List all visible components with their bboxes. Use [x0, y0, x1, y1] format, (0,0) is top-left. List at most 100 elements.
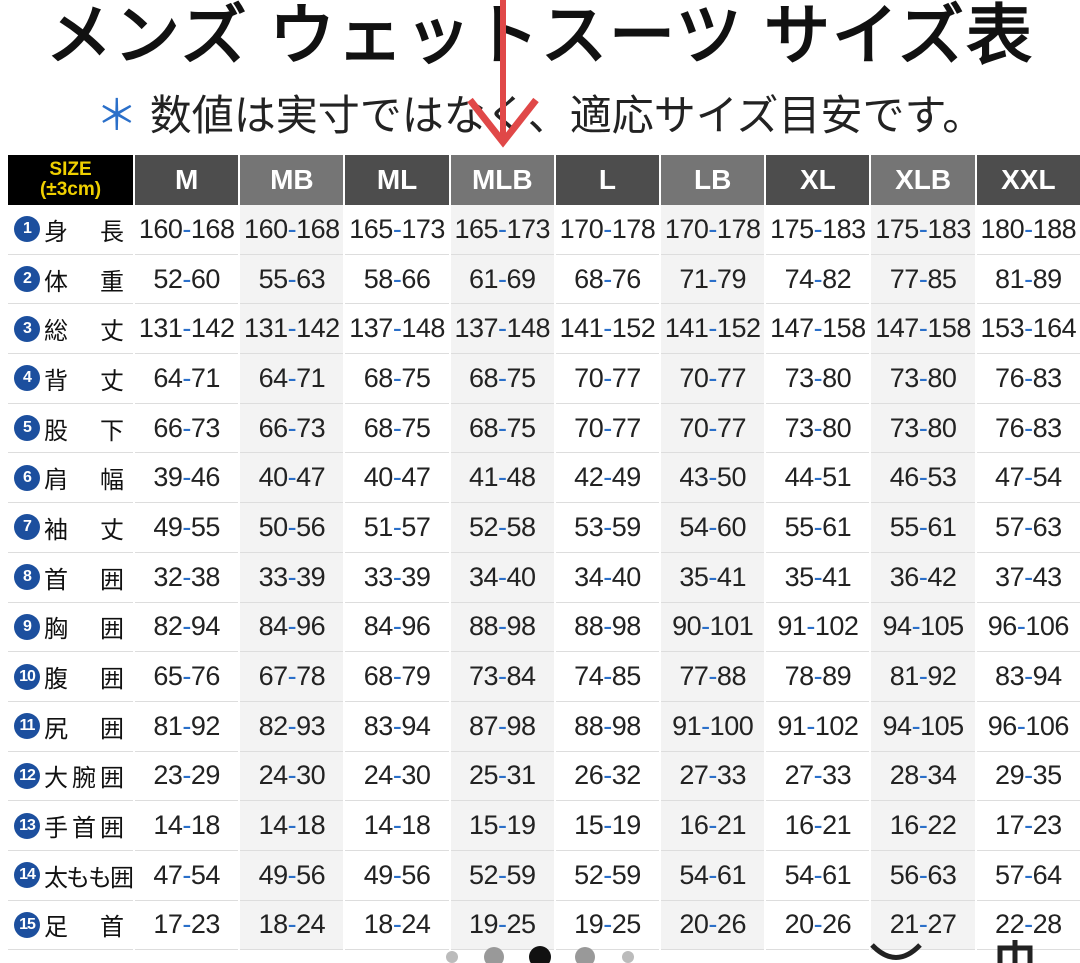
row-name: 身長 — [44, 218, 124, 246]
cell: 54-60 — [659, 502, 766, 553]
row: 15 足首 17-23 18-24 18-24 19-25 19-25 20-26 20-26 2… — [8, 900, 1080, 951]
row: 4 背丈 64-71 64-71 68-75 68-75 70-77 70-77 73-80 73… — [8, 353, 1080, 404]
row-name: 総丈 — [44, 318, 124, 346]
cell: 88-98 — [553, 701, 661, 752]
corner: SIZE (±3cm) — [8, 155, 135, 205]
row-number: 7 — [14, 514, 40, 541]
share-icon[interactable] — [997, 940, 1033, 963]
row-label: 9 胸囲 — [8, 602, 135, 653]
cell: 84-96 — [343, 602, 450, 653]
cell: 66-73 — [133, 403, 240, 454]
cell: 64-71 — [133, 353, 240, 404]
size-header: L — [553, 155, 661, 205]
cell: 34-40 — [553, 552, 661, 603]
cell: 29-35 — [974, 751, 1080, 802]
cell: 44-51 — [764, 452, 871, 504]
cell: 77-88 — [659, 651, 766, 702]
cell: 52-59 — [448, 850, 555, 901]
row: 8 首囲 32-38 33-39 33-39 34-40 34-40 35-41 35-41 36… — [8, 552, 1080, 603]
dot[interactable] — [575, 947, 595, 963]
row: 13 手首囲 14-18 14-18 14-18 15-19 15-19 16-21 16-21… — [8, 800, 1080, 851]
like-icon[interactable] — [870, 943, 922, 960]
cell: 28-34 — [869, 751, 976, 802]
arrow-head — [467, 97, 539, 148]
cell: 83-94 — [343, 701, 450, 752]
row-name: 大腕囲 — [44, 765, 124, 793]
cell: 46-53 — [869, 452, 976, 504]
cell: 27-33 — [659, 751, 766, 802]
cell: 160-168 — [238, 205, 345, 255]
cell: 52-60 — [133, 254, 240, 305]
cell: 68-75 — [343, 353, 450, 404]
size-header: M — [133, 155, 240, 205]
row-number: 12 — [14, 762, 40, 789]
row-number: 11 — [14, 713, 40, 740]
cell: 64-71 — [238, 353, 345, 404]
cell: 14-18 — [238, 800, 345, 851]
cell: 88-98 — [553, 602, 661, 653]
cell: 54-61 — [659, 850, 766, 901]
cell: 74-82 — [764, 254, 871, 305]
cell: 76-83 — [974, 403, 1080, 454]
row: 1 身長 160-168 160-168 165-173 165-173 170-178 17… — [8, 205, 1080, 255]
cell: 55-61 — [869, 502, 976, 553]
cell: 170-178 — [659, 205, 766, 255]
cell: 82-93 — [238, 701, 345, 752]
cell: 68-75 — [448, 353, 555, 404]
cell: 175-183 — [764, 205, 871, 255]
cell: 33-39 — [343, 552, 450, 603]
size-header: MLB — [448, 155, 555, 205]
cell: 78-89 — [764, 651, 871, 702]
dot[interactable] — [446, 951, 458, 963]
dot[interactable] — [622, 951, 634, 963]
cell: 55-61 — [764, 502, 871, 553]
cell: 66-73 — [238, 403, 345, 454]
cell: 14-18 — [133, 800, 240, 851]
cell: 22-28 — [974, 900, 1080, 951]
cell: 84-96 — [238, 602, 345, 653]
row-number: 15 — [14, 911, 40, 938]
cell: 18-24 — [238, 900, 345, 951]
size-header: MB — [238, 155, 345, 205]
cell: 74-85 — [553, 651, 661, 702]
note: ＊数値は実寸ではなく、適応サイズ目安です。 — [0, 82, 1080, 143]
cell: 65-76 — [133, 651, 240, 702]
cell: 81-89 — [974, 254, 1080, 305]
cell: 39-46 — [133, 452, 240, 504]
cell: 90-101 — [659, 602, 766, 653]
row: 10 腹囲 65-76 67-78 68-79 73-84 74-85 77-88 78-89 8… — [8, 651, 1080, 702]
cell: 19-25 — [448, 900, 555, 951]
row-name: 腹囲 — [44, 666, 124, 694]
row-name: 胸囲 — [44, 616, 124, 644]
dot[interactable] — [529, 946, 551, 963]
cell: 82-94 — [133, 602, 240, 653]
cell: 68-75 — [343, 403, 450, 454]
row-label: 11 尻囲 — [8, 701, 135, 752]
cell: 49-55 — [133, 502, 240, 553]
cell: 81-92 — [133, 701, 240, 752]
cell: 26-32 — [553, 751, 661, 802]
cell: 91-100 — [659, 701, 766, 752]
cell: 141-152 — [659, 303, 766, 355]
cell: 42-49 — [553, 452, 661, 504]
cell: 14-18 — [343, 800, 450, 851]
cell: 25-31 — [448, 751, 555, 802]
size-header: XL — [764, 155, 871, 205]
row: 7 袖丈 49-55 50-56 51-57 52-58 53-59 54-60 55-61 55… — [8, 502, 1080, 553]
row-number: 14 — [14, 862, 40, 889]
cell: 68-79 — [343, 651, 450, 702]
size-header: ML — [343, 155, 450, 205]
dot[interactable] — [484, 947, 504, 963]
cell: 49-56 — [238, 850, 345, 901]
cell: 170-178 — [553, 205, 661, 255]
cell: 20-26 — [764, 900, 871, 951]
row-number: 4 — [14, 365, 40, 392]
corner-line: SIZE — [49, 159, 92, 180]
cell: 147-158 — [764, 303, 871, 355]
cell: 21-27 — [869, 900, 976, 951]
cell: 16-21 — [659, 800, 766, 851]
row-name: 尻囲 — [44, 715, 124, 743]
size-header: LB — [659, 155, 766, 205]
cell: 51-57 — [343, 502, 450, 553]
cell: 137-148 — [448, 303, 555, 355]
